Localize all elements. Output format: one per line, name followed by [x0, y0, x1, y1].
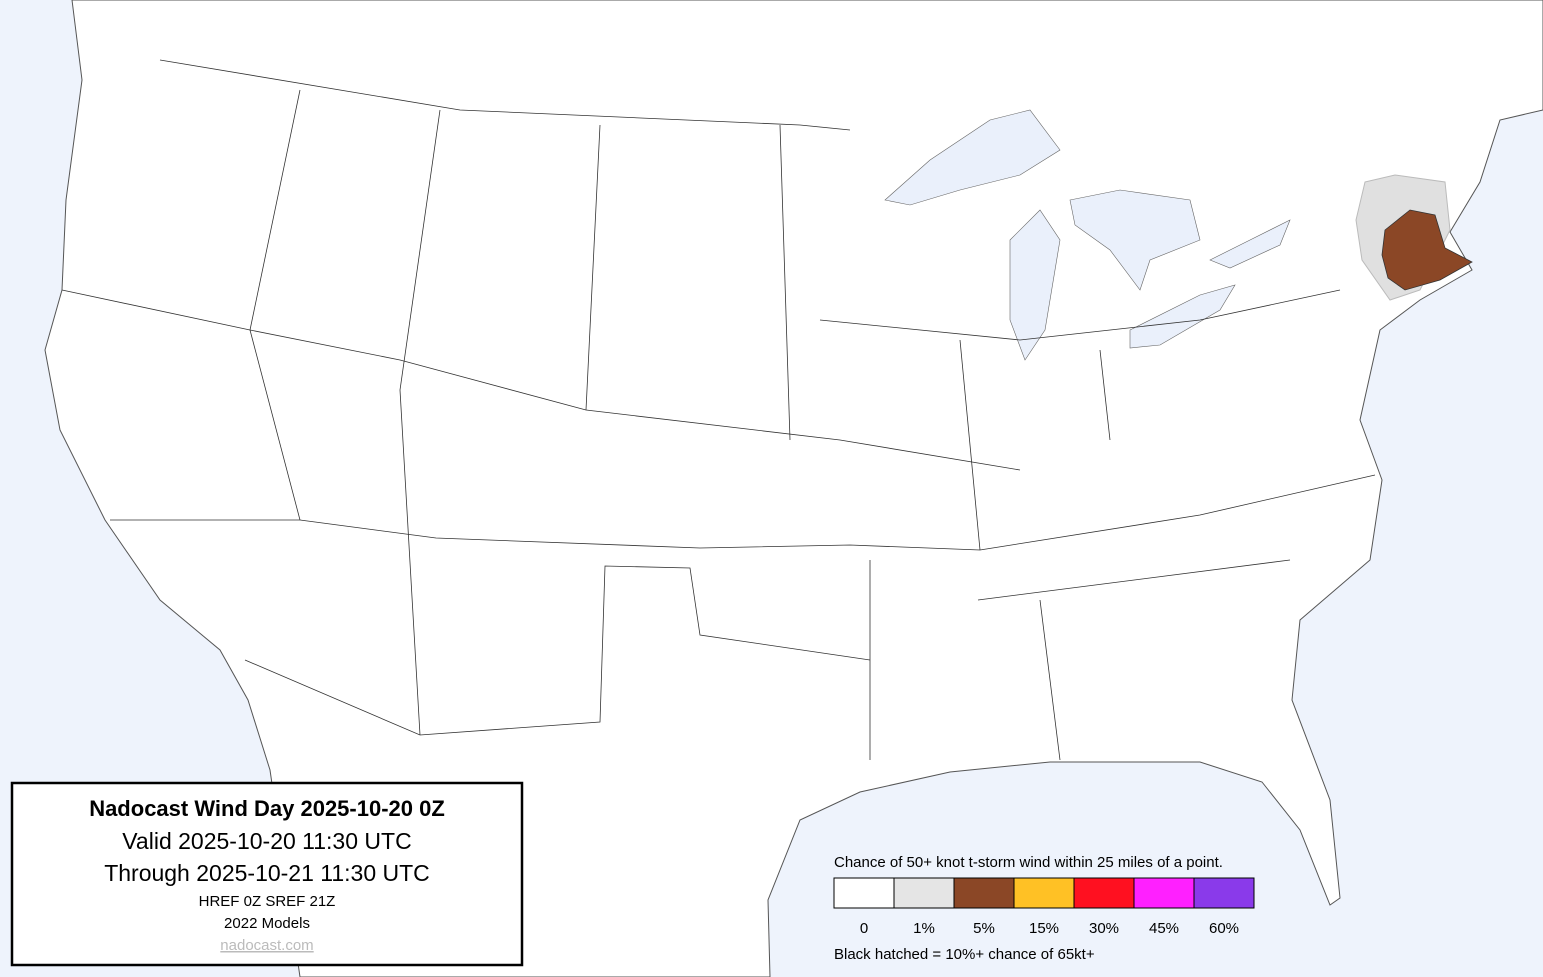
- borders: [61, 59, 1376, 761]
- legend-swatch: [1013, 877, 1075, 909]
- legend-swatch: [953, 877, 1015, 909]
- through: Through 2025-10-21 11:30 UTC: [104, 860, 430, 886]
- legend-label: 15%: [1029, 920, 1059, 937]
- legend-label: 0: [860, 920, 868, 937]
- legend: 0 1% 5% 15% 30% 45% 60%: [833, 877, 1255, 937]
- model-year: 2022 Models: [224, 915, 310, 932]
- legend-label: 60%: [1209, 920, 1239, 937]
- risk-5pct: [1381, 209, 1473, 291]
- legend-swatch: [1133, 877, 1195, 909]
- models: HREF 0Z SREF 21Z: [199, 893, 336, 910]
- legend-label: 5%: [973, 920, 995, 937]
- great-lakes: [884, 109, 1291, 361]
- legend-label: 1%: [913, 920, 935, 937]
- legend-swatch: [893, 877, 955, 909]
- legend-label: 30%: [1089, 920, 1119, 937]
- valid: Valid 2025-10-20 11:30 UTC: [122, 828, 411, 854]
- legend-note: Black hatched = 10%+ chance of 65kt+: [834, 946, 1095, 963]
- legend-caption: Chance of 50+ knot t-storm wind within 2…: [834, 854, 1223, 871]
- legend-swatch: [1073, 877, 1135, 909]
- title: Nadocast Wind Day 2025-10-20 0Z: [89, 796, 445, 821]
- legend-swatch: [833, 877, 895, 909]
- title-box: [10, 781, 524, 967]
- link[interactable]: nadocast.com: [220, 937, 313, 954]
- title-text: Nadocast Wind Day 2025-10-20 0Z Valid 20…: [89, 796, 445, 954]
- legend-label: 45%: [1149, 920, 1179, 937]
- legend-swatch: [1193, 877, 1255, 909]
